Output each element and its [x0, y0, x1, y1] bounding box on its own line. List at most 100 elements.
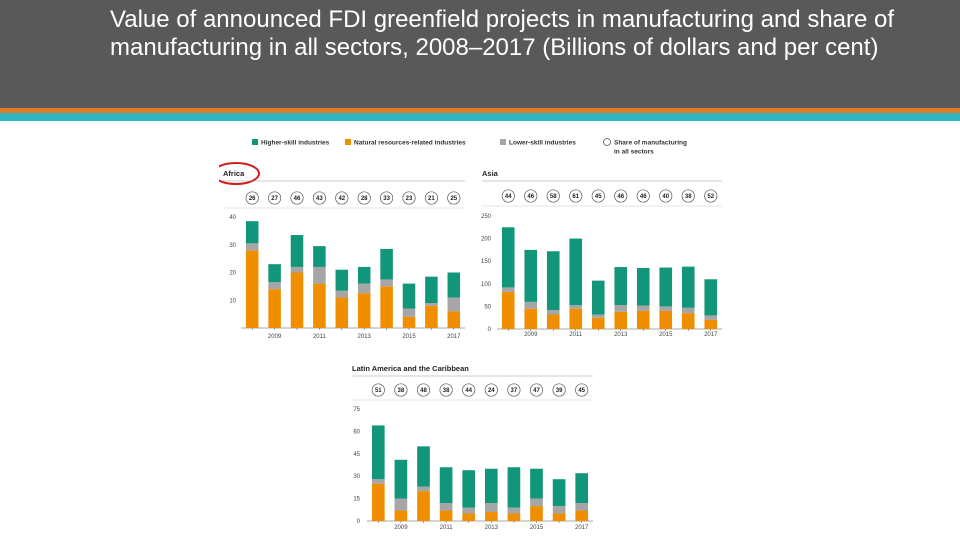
- bar-higher-skill: [335, 269, 349, 291]
- x-tick-label: 2013: [485, 525, 499, 531]
- x-tick-label: 2009: [394, 525, 408, 531]
- bar-higher-skill: [380, 248, 393, 280]
- share-value: 44: [465, 388, 472, 394]
- bar-lower-skill: [546, 310, 560, 315]
- y-tick-label: 10: [229, 298, 236, 304]
- bar-natural-resources: [402, 316, 416, 328]
- share-circle: [552, 383, 566, 397]
- share-circle: [659, 189, 673, 203]
- share-circle: [416, 383, 431, 397]
- bar-natural-resources: [659, 310, 673, 329]
- bar-natural-resources: [335, 297, 349, 328]
- chart-figure: Higher-skill industries Natural resource…: [212, 124, 728, 535]
- legend-label-natural-resources: Natural resources-related industries: [354, 140, 466, 147]
- bar-higher-skill: [501, 227, 515, 288]
- bar-lower-skill: [552, 506, 566, 514]
- y-tick-label: 50: [484, 304, 491, 310]
- bar-higher-skill: [371, 425, 385, 480]
- share-circle: [524, 189, 538, 203]
- bar-natural-resources: [546, 314, 560, 329]
- x-tick-label: 2011: [313, 334, 327, 340]
- bar-lower-skill: [380, 279, 393, 287]
- bar-lower-skill: [394, 498, 408, 511]
- bar-higher-skill: [569, 238, 583, 306]
- bar-higher-skill: [313, 246, 326, 267]
- chart-legend: Higher-skill industries Natural resource…: [252, 138, 687, 156]
- x-tick-label: 2013: [614, 332, 628, 338]
- bar-lower-skill: [313, 266, 326, 284]
- share-circle: [704, 189, 718, 203]
- bar-natural-resources: [439, 510, 453, 521]
- bar-natural-resources: [552, 513, 566, 521]
- bar-lower-skill: [507, 507, 521, 514]
- bar-higher-skill: [290, 235, 304, 267]
- share-circle: [462, 383, 476, 397]
- panel-title-africa: Africa: [223, 169, 245, 178]
- bar-natural-resources: [569, 308, 583, 329]
- bar-natural-resources: [704, 319, 718, 329]
- bar-lower-skill: [268, 282, 281, 290]
- share-circle: [268, 191, 282, 205]
- accent-stripe-orange: [0, 108, 960, 113]
- bar-higher-skill: [546, 251, 560, 311]
- share-value: 37: [511, 388, 518, 394]
- x-tick-label: 2009: [524, 332, 538, 338]
- bar-higher-skill: [268, 264, 281, 283]
- bar-higher-skill: [357, 266, 371, 284]
- bar-lower-skill: [290, 266, 304, 273]
- share-value: 43: [316, 196, 323, 202]
- x-tick-label: 2015: [402, 334, 416, 340]
- share-value: 45: [595, 194, 602, 200]
- bar-lower-skill: [357, 283, 371, 294]
- share-circle: [357, 191, 371, 205]
- chart-panel-africa: Africa 10 20 30 40 26 27 2009 46 43 2011 42 28 2013 33…: [212, 162, 465, 340]
- share-circle: [614, 189, 628, 203]
- x-tick-label: 2017: [447, 334, 461, 340]
- share-value: 46: [617, 194, 624, 200]
- bar-lower-skill: [681, 307, 695, 314]
- share-value: 44: [505, 194, 512, 200]
- share-value: 52: [707, 194, 714, 200]
- bar-lower-skill: [659, 306, 673, 311]
- share-circle: [484, 383, 498, 397]
- bar-higher-skill: [636, 267, 650, 306]
- share-value: 46: [527, 194, 534, 200]
- bar-natural-resources: [290, 272, 304, 328]
- bar-lower-skill: [417, 486, 430, 492]
- bar-lower-skill: [636, 305, 650, 311]
- y-tick-label: 40: [229, 215, 236, 221]
- bar-natural-resources: [447, 311, 461, 328]
- bar-lower-skill: [484, 503, 498, 513]
- bar-natural-resources: [371, 483, 385, 521]
- bar-higher-skill: [439, 467, 453, 504]
- share-circle: [312, 191, 326, 205]
- bar-natural-resources: [425, 305, 438, 328]
- bar-higher-skill: [417, 446, 430, 487]
- bar-natural-resources: [591, 317, 605, 329]
- bar-lower-skill: [439, 503, 453, 511]
- bar-natural-resources: [507, 513, 521, 521]
- legend-swatch-share: [603, 138, 611, 146]
- x-tick-label: 2011: [569, 332, 583, 338]
- panel-title-latin-america: Latin America and the Caribbean: [352, 364, 469, 373]
- share-circle: [636, 189, 650, 203]
- share-circle: [439, 383, 453, 397]
- bar-higher-skill: [447, 272, 461, 298]
- bar-higher-skill: [659, 267, 673, 307]
- bar-natural-resources: [245, 250, 259, 328]
- y-tick-label: 0: [357, 519, 361, 525]
- bar-higher-skill: [552, 479, 566, 507]
- legend-label-higher-skill: Higher-skill industries: [261, 140, 330, 147]
- share-circle: [245, 191, 259, 205]
- share-value: 51: [375, 388, 382, 394]
- bar-higher-skill: [507, 467, 521, 508]
- share-circle: [380, 191, 394, 205]
- y-tick-label: 100: [481, 282, 492, 288]
- share-value: 24: [488, 388, 495, 394]
- bar-higher-skill: [394, 459, 408, 499]
- bar-natural-resources: [501, 291, 515, 329]
- share-circle: [591, 189, 605, 203]
- panel-title-asia: Asia: [482, 169, 499, 178]
- bar-lower-skill: [447, 297, 461, 312]
- chart-panels: Africa 10 20 30 40 26 27 2009 46 43 2011 42 28 2013 33…: [212, 162, 722, 531]
